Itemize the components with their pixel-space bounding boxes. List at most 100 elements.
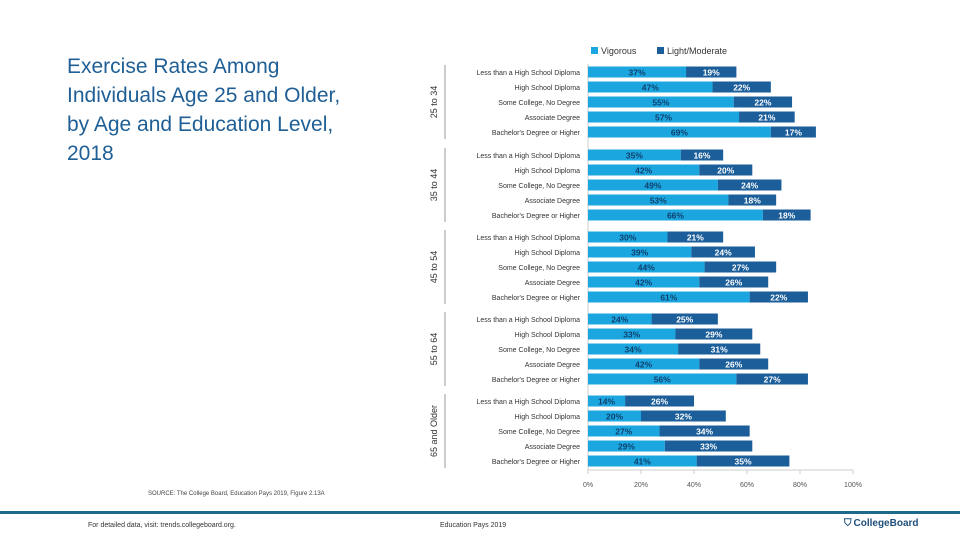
bar-light-moderate <box>625 395 694 407</box>
group-label: 35 to 44 <box>429 169 439 202</box>
bar-light-moderate <box>691 246 755 258</box>
data-label-light-moderate: 21% <box>758 113 775 123</box>
x-tick-label: 80% <box>793 482 807 489</box>
data-label-light-moderate: 22% <box>754 98 771 108</box>
bar-vigorous <box>588 261 705 273</box>
bar-vigorous <box>588 194 729 206</box>
college-board-logo: ⛉ CollegeBoard <box>844 518 919 529</box>
category-label: Associate Degree <box>525 115 580 122</box>
bar-vigorous <box>588 81 713 93</box>
data-label-vigorous: 44% <box>638 263 655 273</box>
bar-vigorous <box>588 373 737 385</box>
data-label-light-moderate: 22% <box>733 83 750 93</box>
bar-vigorous <box>588 313 652 325</box>
data-label-vigorous: 53% <box>650 196 667 206</box>
category-label: Bachelor's Degree or Higher <box>492 459 581 466</box>
bar-light-moderate <box>736 373 808 385</box>
data-label-vigorous: 66% <box>667 211 684 221</box>
source-note: SOURCE: The College Board, Education Pay… <box>148 491 325 497</box>
data-label-light-moderate: 32% <box>675 412 692 422</box>
bar-light-moderate <box>712 81 771 93</box>
bar-light-moderate <box>675 328 753 340</box>
shield-icon: ⛉ <box>844 518 852 529</box>
bar-light-moderate <box>749 291 808 303</box>
chart-title: Exercise Rates Among Individuals Age 25 … <box>67 55 341 165</box>
data-label-vigorous: 14% <box>598 397 615 407</box>
data-label-vigorous: 42% <box>635 360 652 370</box>
bar-vigorous <box>588 66 687 78</box>
bar-light-moderate <box>667 231 724 243</box>
data-label-light-moderate: 22% <box>770 293 787 303</box>
bar-light-moderate <box>686 66 737 78</box>
category-label: Associate Degree <box>525 198 580 205</box>
category-label: High School Diploma <box>515 332 580 339</box>
bar-light-moderate <box>641 410 726 422</box>
data-label-light-moderate: 18% <box>778 211 795 221</box>
bar-light-moderate <box>699 358 769 370</box>
data-label-light-moderate: 24% <box>741 181 758 191</box>
data-label-vigorous: 55% <box>652 98 669 108</box>
data-label-light-moderate: 24% <box>715 248 732 258</box>
data-label-light-moderate: 29% <box>705 330 722 340</box>
category-label: Some College, No Degree <box>498 265 580 272</box>
data-label-vigorous: 20% <box>606 412 623 422</box>
category-label: Bachelor's Degree or Higher <box>492 213 581 220</box>
data-label-vigorous: 35% <box>626 151 643 161</box>
category-label: Associate Degree <box>525 280 580 287</box>
bar-vigorous <box>588 276 700 288</box>
data-label-light-moderate: 35% <box>735 457 752 467</box>
category-label: Less than a High School Diploma <box>476 235 580 242</box>
bar-vigorous <box>588 455 697 467</box>
bar-vigorous <box>588 328 676 340</box>
data-label-vigorous: 49% <box>644 181 661 191</box>
data-label-light-moderate: 17% <box>785 128 802 138</box>
footer-publication: Education Pays 2019 <box>440 522 507 529</box>
data-label-vigorous: 47% <box>642 83 659 93</box>
data-label-light-moderate: 19% <box>703 68 720 78</box>
bar-light-moderate <box>770 126 816 138</box>
bar-light-moderate <box>678 343 761 355</box>
x-tick-label: 20% <box>634 482 648 489</box>
data-label-vigorous: 61% <box>660 293 677 303</box>
bar-vigorous <box>588 209 763 221</box>
data-label-light-moderate: 26% <box>725 278 742 288</box>
bar-light-moderate <box>733 96 793 108</box>
data-label-light-moderate: 26% <box>725 360 742 370</box>
bar-vigorous <box>588 231 668 243</box>
category-label: Less than a High School Diploma <box>476 70 580 77</box>
category-label: Some College, No Degree <box>498 183 580 190</box>
legend-swatch-vigorous <box>591 47 598 54</box>
data-label-vigorous: 27% <box>615 427 632 437</box>
data-label-vigorous: 37% <box>629 68 646 78</box>
footer-divider <box>0 511 960 514</box>
bar-light-moderate <box>659 425 750 437</box>
data-label-vigorous: 33% <box>623 330 640 340</box>
data-label-vigorous: 39% <box>631 248 648 258</box>
category-label: Less than a High School Diploma <box>476 399 580 406</box>
footer-link-text: For detailed data, visit: trends.college… <box>88 522 236 529</box>
bar-light-moderate <box>664 440 753 452</box>
data-label-light-moderate: 18% <box>744 196 761 206</box>
x-tick-label: 0% <box>583 482 593 489</box>
stacked-bar-chart: Vigorous Light/Moderate 0% 20% 40% 60% 80% 100%… <box>429 46 862 489</box>
bar-vigorous <box>588 425 660 437</box>
data-label-light-moderate: 21% <box>687 233 704 243</box>
bar-vigorous <box>588 179 718 191</box>
group-label: 65 and Older <box>429 405 439 457</box>
category-label: Bachelor's Degree or Higher <box>492 377 581 384</box>
data-label-light-moderate: 33% <box>700 442 717 452</box>
data-label-vigorous: 57% <box>655 113 672 123</box>
data-label-light-moderate: 31% <box>711 345 728 355</box>
data-label-light-moderate: 27% <box>732 263 749 273</box>
bar-vigorous <box>588 246 692 258</box>
data-label-light-moderate: 25% <box>676 315 693 325</box>
bar-light-moderate <box>717 179 782 191</box>
bar-vigorous <box>588 149 681 161</box>
bar-vigorous <box>588 96 734 108</box>
group-label: 55 to 64 <box>429 333 439 366</box>
x-tick-label: 100% <box>844 482 862 489</box>
data-label-vigorous: 29% <box>618 442 635 452</box>
group-label: 45 to 54 <box>429 251 439 284</box>
bar-light-moderate <box>699 276 769 288</box>
data-label-vigorous: 56% <box>654 375 671 385</box>
